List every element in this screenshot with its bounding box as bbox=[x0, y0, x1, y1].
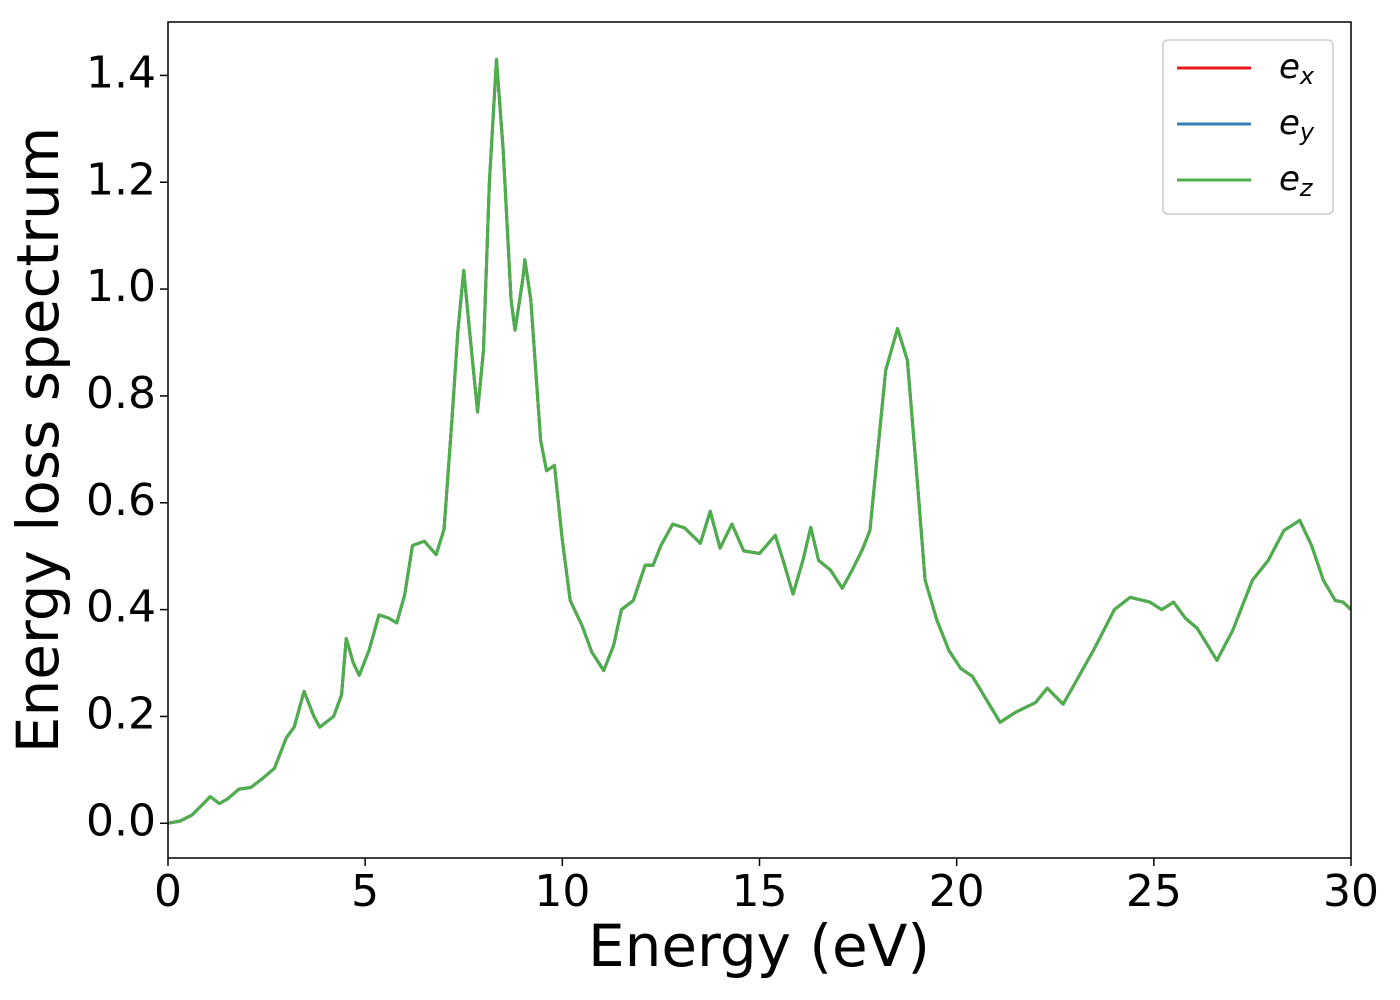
x-tick-label: 15 bbox=[732, 866, 788, 917]
y-tick-label: 0.4 bbox=[86, 582, 156, 633]
legend-label: ex bbox=[1279, 47, 1315, 91]
series-line bbox=[168, 57, 1351, 825]
y-tick-label: 0.8 bbox=[86, 368, 156, 419]
x-tick-label: 25 bbox=[1126, 866, 1182, 917]
y-tick-label: 1.0 bbox=[86, 261, 156, 312]
y-tick-label: 0.0 bbox=[86, 795, 156, 846]
legend-box bbox=[1162, 39, 1334, 215]
legend-label: ez bbox=[1279, 159, 1314, 203]
plot-frame bbox=[167, 21, 1352, 859]
x-tick-label: 0 bbox=[154, 866, 182, 917]
y-tick-label: 1.2 bbox=[86, 154, 156, 205]
x-tick-label: 30 bbox=[1323, 866, 1379, 917]
x-tick-label: 20 bbox=[929, 866, 985, 917]
y-tick-label: 0.2 bbox=[86, 688, 156, 739]
legend-label: ey bbox=[1279, 103, 1315, 147]
y-tick-label: 0.6 bbox=[86, 475, 156, 526]
x-tick-label: 5 bbox=[351, 866, 379, 917]
y-axis-label: Energy loss spectrum bbox=[4, 127, 72, 753]
x-tick-label: 10 bbox=[534, 866, 590, 917]
y-tick-label: 1.4 bbox=[86, 47, 156, 98]
x-axis-label: Energy (eV) bbox=[588, 912, 930, 980]
